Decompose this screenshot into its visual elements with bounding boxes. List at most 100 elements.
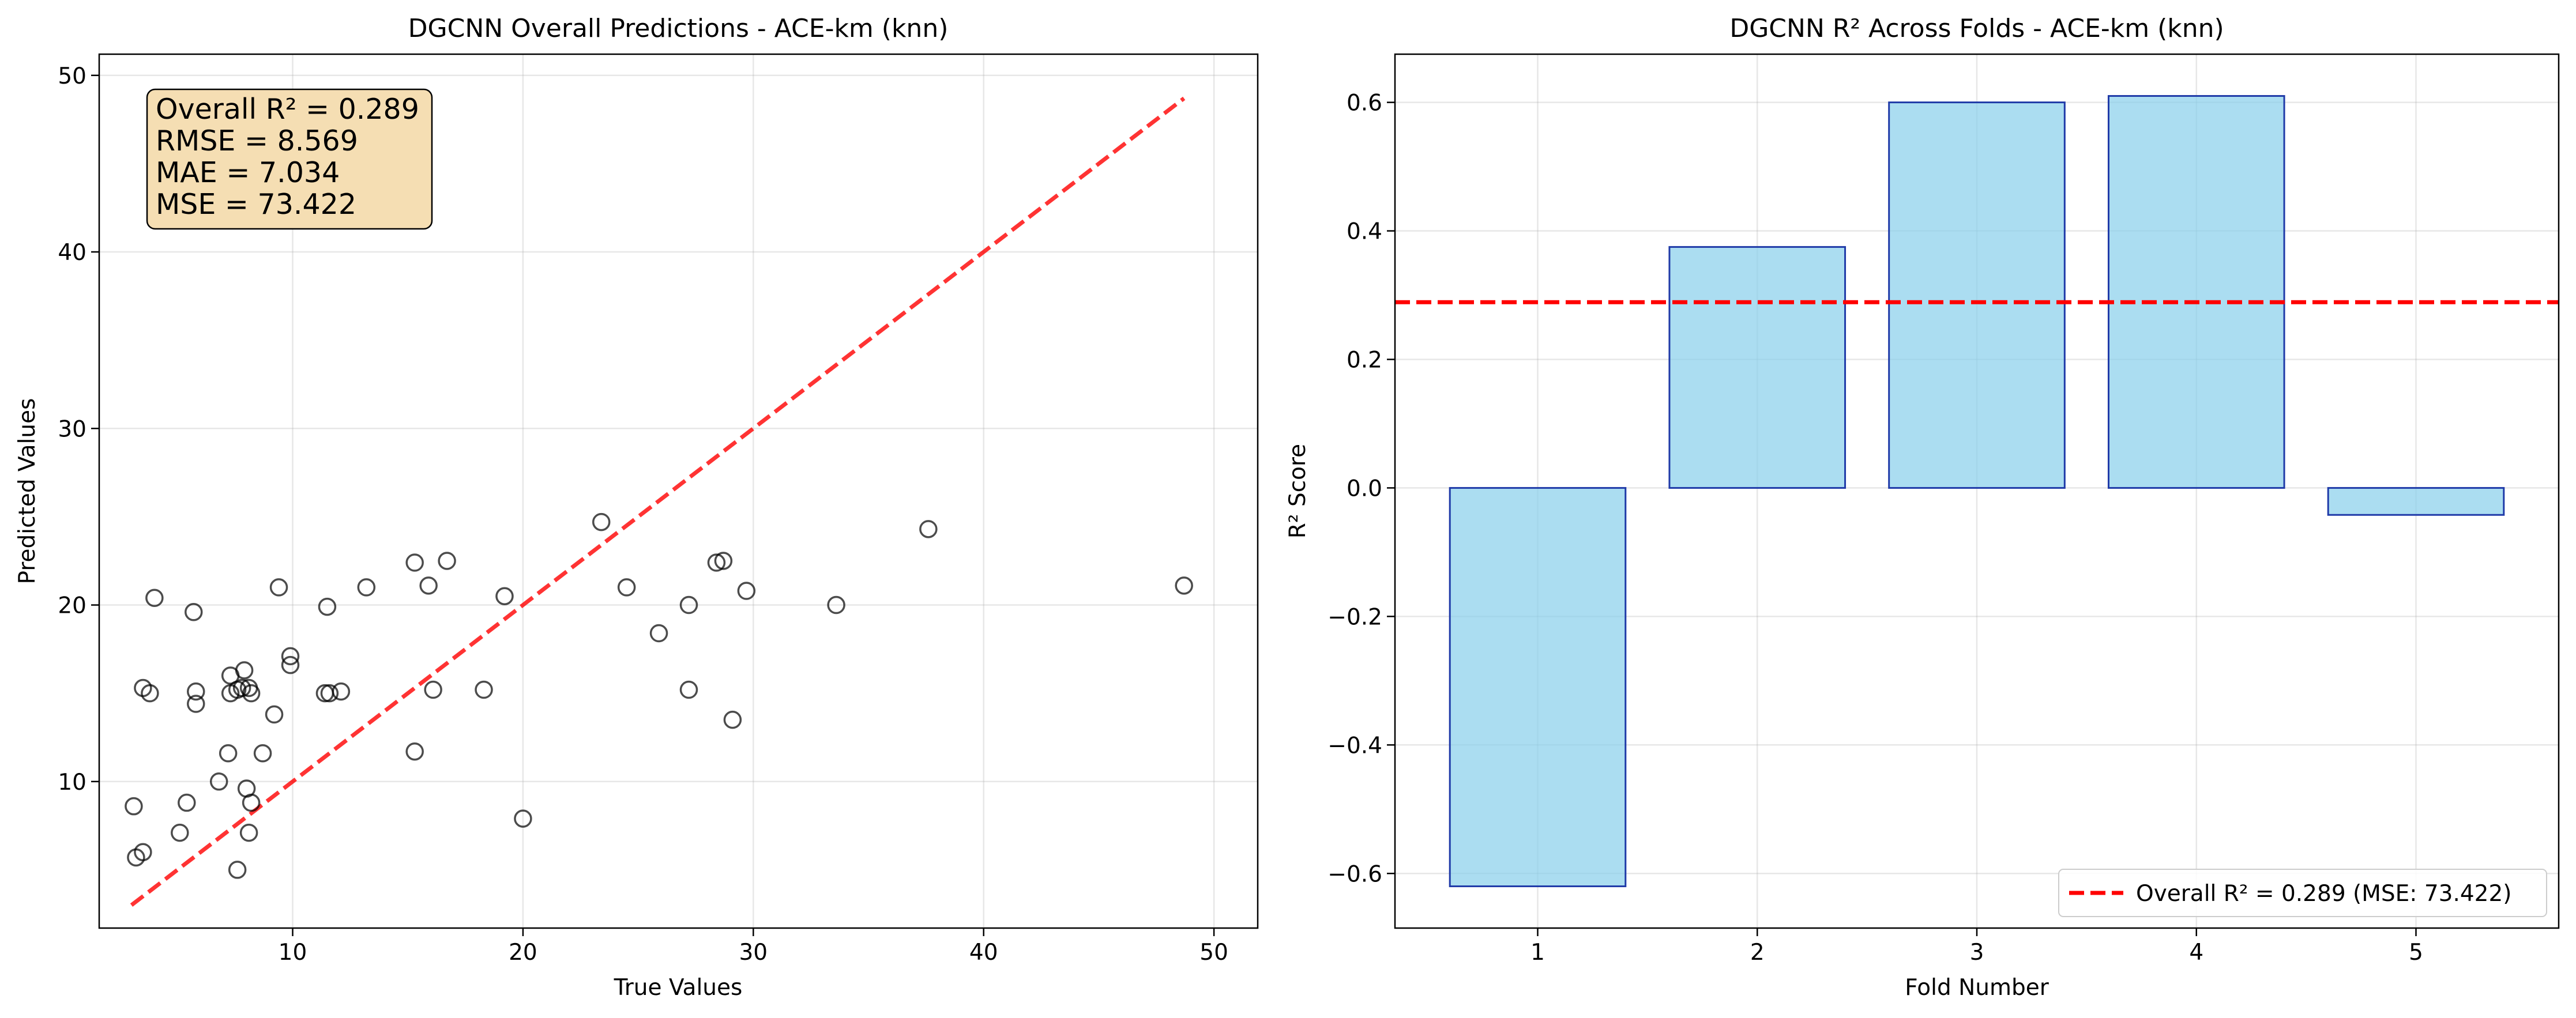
scatter-y-tick-label: 50 — [58, 63, 87, 89]
scatter-x-tick-label: 30 — [739, 940, 768, 966]
stats-box: Overall R² = 0.289 RMSE = 8.569 MAE = 7.… — [146, 88, 433, 230]
scatter-point — [242, 793, 261, 812]
bar-x-label: Fold Number — [1905, 975, 2049, 1001]
scatter-point — [134, 843, 152, 862]
scatter-point — [186, 682, 205, 701]
scatter-point — [737, 582, 756, 600]
scatter-point — [514, 809, 532, 828]
bar-y-tick-label: −0.6 — [1328, 861, 1382, 887]
scatter-point — [424, 680, 442, 699]
scatter-points — [125, 512, 1193, 879]
scatter-point — [707, 553, 726, 572]
scatter-y-ticks: 10 20 30 40 50 — [58, 63, 99, 795]
scatter-point — [209, 772, 228, 791]
bar-x-ticks: 1 2 3 4 5 — [1530, 928, 2423, 966]
scatter-point — [269, 578, 288, 597]
scatter-point — [185, 603, 203, 621]
scatter-x-tick-label: 50 — [1199, 940, 1228, 966]
scatter-point — [242, 684, 261, 703]
scatter-point — [232, 678, 251, 697]
scatter-point — [239, 823, 258, 842]
scatter-y-label: Predicted Values — [14, 398, 40, 585]
bar-y-ticks: −0.6 −0.4 −0.2 0.0 0.2 0.4 0.6 — [1328, 91, 1395, 887]
fold-bar-4 — [2107, 95, 2285, 489]
scatter-point — [405, 553, 424, 572]
scatter-point — [592, 512, 611, 531]
scatter-y-tick-label: 20 — [58, 593, 87, 619]
scatter-point — [281, 655, 300, 674]
scatter-point — [320, 684, 339, 703]
scatter-point — [219, 744, 238, 763]
scatter-point — [186, 695, 205, 713]
scatter-point — [919, 520, 938, 538]
scatter-point — [332, 682, 351, 701]
scatter-point — [1175, 576, 1193, 595]
legend-frame — [2058, 869, 2547, 917]
bar-x-tick-label: 5 — [2409, 940, 2423, 966]
bar-x-tick-label: 3 — [1970, 940, 1984, 966]
stats-mae: MAE = 7.034 — [156, 156, 340, 189]
scatter-point — [475, 680, 493, 699]
stats-box-background — [146, 88, 433, 230]
scatter-point — [723, 710, 742, 729]
scatter-x-ticks: 10 20 30 40 50 — [279, 928, 1228, 966]
scatter-point — [405, 742, 424, 761]
scatter-point — [714, 552, 733, 570]
scatter-x-tick-label: 20 — [509, 940, 537, 966]
scatter-x-tick-label: 10 — [279, 940, 307, 966]
bar-x-tick-label: 2 — [1750, 940, 1765, 966]
scatter-point — [265, 705, 284, 724]
scatter-reference-line-group — [130, 96, 1186, 907]
scatter-point — [679, 680, 698, 699]
bar-y-tick-label: −0.4 — [1328, 733, 1382, 759]
stats-r2: Overall R² = 0.289 — [156, 93, 419, 126]
scatter-point — [281, 647, 300, 666]
scatter-panel: DGCNN Overall Predictions - ACE-km (knn)… — [14, 14, 1259, 1001]
bar-y-tick-label: −0.2 — [1328, 604, 1382, 630]
scatter-point — [125, 797, 143, 816]
bar-y-tick-label: 0.6 — [1347, 91, 1382, 116]
bar-x-tick-label: 4 — [2189, 940, 2203, 966]
bar-title: DGCNN R² Across Folds - ACE-km (knn) — [1729, 14, 2224, 43]
scatter-point — [495, 587, 514, 605]
scatter-point — [253, 744, 272, 763]
scatter-point — [679, 595, 698, 614]
scatter-point — [438, 552, 456, 570]
bar-x-tick-label: 1 — [1530, 940, 1545, 966]
bar-panel: DGCNN R² Across Folds - ACE-km (knn) 1 2 3… — [1285, 14, 2560, 1001]
scatter-x-tick-label: 40 — [969, 940, 998, 966]
scatter-point — [649, 624, 668, 643]
bar-y-label: R² Score — [1285, 444, 1311, 538]
scatter-y-tick-label: 10 — [58, 770, 87, 795]
scatter-point — [171, 823, 189, 842]
scatter-y-tick-label: 30 — [58, 416, 87, 442]
scatter-y-tick-label: 40 — [58, 240, 87, 266]
reference-line — [130, 96, 1186, 907]
scatter-point — [228, 861, 247, 879]
scatter-x-label: True Values — [614, 975, 743, 1001]
fold-bar-3 — [1888, 101, 2066, 489]
scatter-point — [617, 578, 636, 597]
scatter-point — [419, 576, 438, 595]
stats-mse: MSE = 73.422 — [156, 188, 356, 221]
scatter-point — [318, 597, 337, 616]
bar-y-tick-label: 0.4 — [1347, 219, 1382, 245]
bar-series — [1449, 95, 2505, 888]
scatter-point — [827, 595, 845, 614]
scatter-title: DGCNN Overall Predictions - ACE-km (knn) — [408, 14, 949, 43]
bar-legend: Overall R² = 0.289 (MSE: 73.422) — [2058, 869, 2547, 917]
legend-label: Overall R² = 0.289 (MSE: 73.422) — [2136, 881, 2512, 907]
fold-bar-5 — [2327, 487, 2505, 516]
fold-bar-1 — [1449, 487, 1627, 888]
fold-bar-2 — [1668, 246, 1847, 489]
bar-y-tick-label: 0.2 — [1347, 347, 1382, 373]
scatter-point — [235, 661, 254, 680]
scatter-point — [141, 684, 159, 703]
scatter-axes-frame — [98, 53, 1259, 929]
scatter-point — [357, 578, 376, 597]
scatter-point — [178, 793, 196, 812]
stats-rmse: RMSE = 8.569 — [156, 125, 358, 157]
scatter-point — [145, 589, 164, 608]
bar-y-tick-label: 0.0 — [1347, 476, 1382, 502]
